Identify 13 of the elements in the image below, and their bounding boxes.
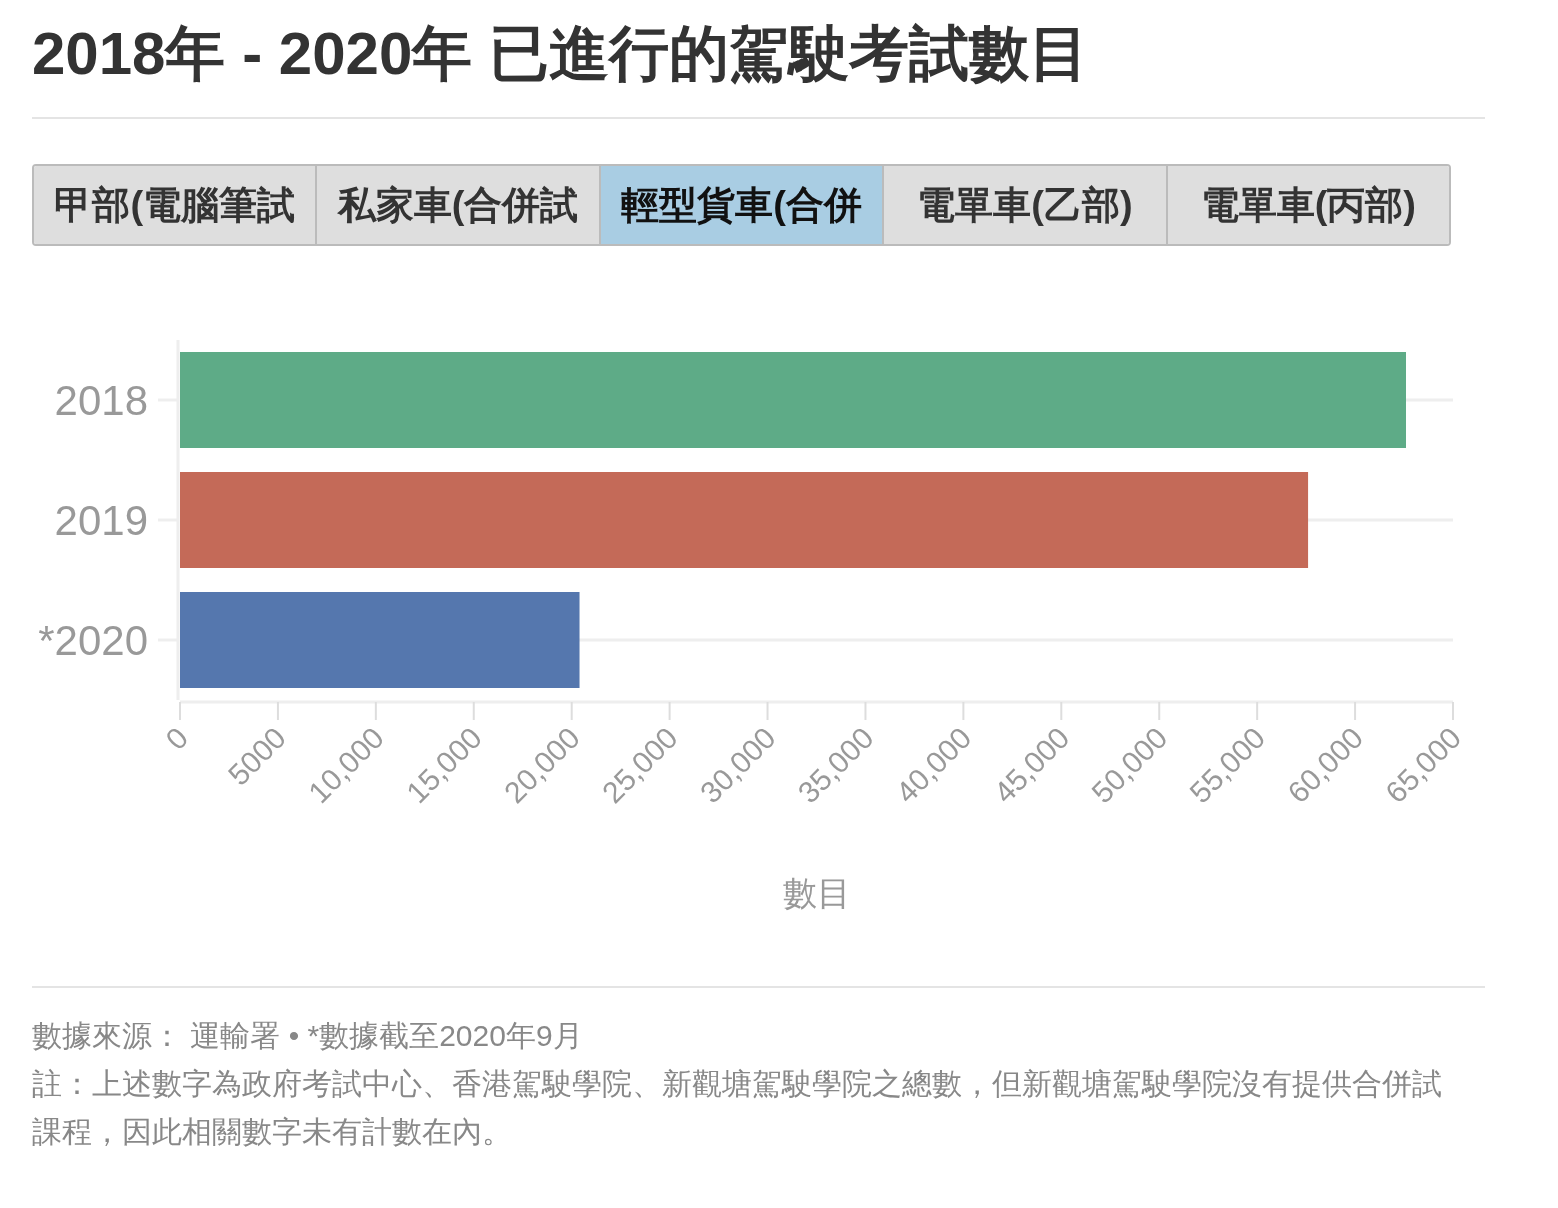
x-tick-label: 0: [159, 720, 195, 757]
text: 私家車(合併試: [317, 166, 601, 244]
chart-title: 2018年 - 2020年 已進行的駕駛考試數目: [32, 19, 1089, 89]
text: 甲部(電腦筆試: [34, 166, 318, 244]
y-tick-label: 2019: [54, 497, 148, 544]
y-tick-label: 2018: [54, 377, 148, 424]
text: 數據來源： 運輸署 • *數據截至2020年9月: [32, 1018, 584, 1054]
text: 輕型貨車(合併: [600, 166, 885, 244]
text: 註：上述數字為政府考試中心、香港駕駛學院、新觀塘駕駛學院之總數，但新觀塘駕駛學院沒有提供合併試課程，因此相關數字未有計數在內。: [32, 1066, 1443, 1150]
text: 電單車(丙部): [1167, 166, 1450, 244]
x-axis-title: 數目: [782, 874, 851, 912]
text: 電單車(乙部): [884, 166, 1168, 244]
y-tick-label: *2020: [38, 617, 148, 664]
